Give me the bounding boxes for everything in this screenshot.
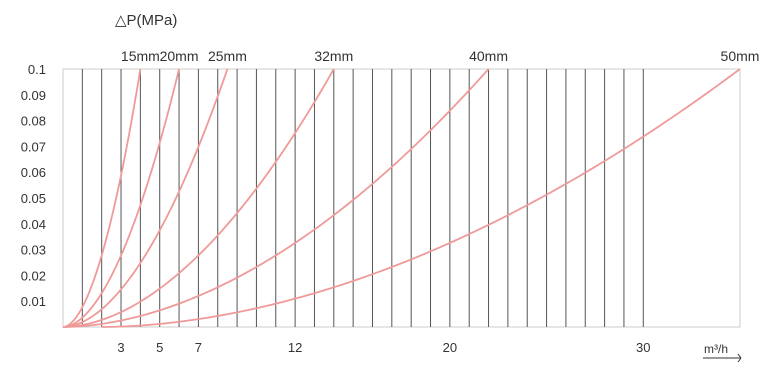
x-tick-label: 5 [156, 340, 163, 355]
series-label: 20mm [160, 48, 199, 64]
y-tick-label: 0.1 [28, 62, 46, 77]
y-tick-label: 0.06 [21, 165, 46, 180]
x-tick-label: 7 [195, 340, 202, 355]
series-curve [101, 68, 741, 328]
series-curve [62, 68, 229, 328]
y-tick-label: 0.04 [21, 217, 46, 232]
plot-frame [62, 68, 741, 328]
x-tick-label: 12 [288, 340, 302, 355]
series-label: 50mm [721, 48, 760, 64]
series-label: 15mm [121, 48, 160, 64]
y-tick-label: 0.05 [21, 191, 46, 206]
x-tick-label: 20 [443, 340, 457, 355]
series-curve [62, 68, 490, 328]
y-tick-label: 0.01 [21, 294, 46, 309]
series-label: 25mm [208, 48, 247, 64]
grid [81, 69, 644, 327]
y-axis-ticks: 0.01 0.02 0.03 0.04 0.05 0.06 0.07 0.08 0.09 0.1 [21, 62, 46, 309]
x-axis-label: m³/h [704, 342, 728, 356]
x-axis-unit-arrow [703, 353, 742, 363]
x-tick-label: 30 [636, 340, 650, 355]
y-tick-label: 0.07 [21, 139, 46, 154]
series-label: 32mm [314, 48, 353, 64]
series-curve [62, 68, 335, 328]
y-tick-label: 0.03 [21, 243, 46, 258]
series-label: 40mm [469, 48, 508, 64]
y-tick-label: 0.08 [21, 114, 46, 129]
y-tick-label: 0.02 [21, 268, 46, 283]
y-tick-label: 0.09 [21, 88, 46, 103]
x-tick-label: 3 [117, 340, 124, 355]
series-labels: 15mm 20mm 25mm 32mm 40mm 50mm [121, 48, 760, 64]
series-curve [62, 68, 180, 328]
curves [62, 68, 741, 328]
series-curve [62, 68, 142, 328]
y-axis-label: △P(MPa) [115, 12, 177, 29]
x-axis-ticks: 3 5 7 12 20 30 [117, 340, 650, 355]
